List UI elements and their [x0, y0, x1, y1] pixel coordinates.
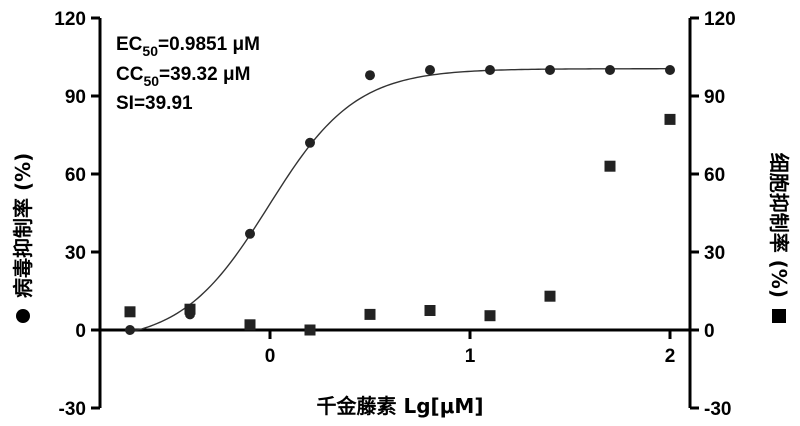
- left-y-tick-label: -30: [59, 399, 86, 420]
- x-tick-label: 1: [465, 346, 476, 367]
- cell-inhibition-point: [664, 113, 676, 125]
- x-tick-label: 0: [265, 346, 276, 367]
- cc50-annotation: CC50=39.32 μM: [116, 64, 250, 89]
- cell-inhibition-point: [124, 306, 136, 318]
- data-points: [124, 65, 676, 336]
- cell-inhibition-point: [244, 319, 256, 331]
- dose-response-fit-curve: [130, 68, 670, 331]
- left-axis-title: 病毒抑制率 (%): [11, 153, 35, 323]
- cell-inhibition-point: [544, 290, 556, 302]
- cell-inhibition-point: [604, 160, 616, 172]
- left-y-tick-label: 90: [65, 87, 86, 108]
- right-y-tick-label: 30: [704, 243, 725, 264]
- ec50-annotation: EC50=0.9851 μM: [116, 34, 260, 59]
- left-y-tick-label: 30: [65, 243, 86, 264]
- left-axis-title-text: 病毒抑制率 (%): [11, 153, 35, 298]
- stats-annotation: EC50=0.9851 μM CC50=39.32 μM SI=39.91: [116, 34, 260, 114]
- virus-inhibition-point: [245, 228, 255, 239]
- x-tick-label: 2: [665, 346, 676, 367]
- si-annotation: SI=39.91: [116, 93, 193, 114]
- virus-inhibition-point: [125, 325, 135, 335]
- virus-inhibition-point: [665, 65, 675, 75]
- virus-inhibition-point: [365, 70, 375, 81]
- x-axis: 0 1 2: [100, 328, 690, 367]
- virus-inhibition-point: [485, 65, 495, 75]
- virus-inhibition-point: [425, 65, 435, 75]
- right-y-tick-label: 120: [704, 9, 736, 30]
- virus-inhibition-point: [305, 137, 315, 148]
- virus-inhibition-point: [545, 65, 555, 75]
- left-y-tick-label: 60: [65, 165, 86, 186]
- cell-inhibition-point: [484, 310, 496, 322]
- cell-inhibition-point: [364, 308, 376, 320]
- right-y-tick-label: 60: [704, 165, 725, 186]
- cell-inhibition-point: [184, 303, 196, 315]
- cell-inhibition-point: [424, 305, 436, 316]
- right-axis-title-text: 细胞抑制率 (%): [767, 153, 791, 298]
- virus-inhibition-point: [605, 65, 615, 75]
- left-y-tick-label: 120: [54, 9, 86, 30]
- square-marker-legend-icon: [772, 309, 786, 323]
- right-axis-title: 细胞抑制率 (%): [767, 153, 791, 323]
- right-y-tick-label: 90: [704, 87, 725, 108]
- left-y-axis: -30 0 30 60 90 120: [54, 9, 102, 420]
- cell-inhibition-point: [304, 324, 316, 336]
- right-y-tick-label: -30: [704, 399, 731, 420]
- left-y-tick-label: 0: [75, 321, 86, 342]
- x-axis-title: 千金藤素 Lg[μM]: [317, 394, 484, 418]
- circle-marker-legend-icon: [16, 309, 30, 323]
- right-y-axis: -30 0 30 60 90 120: [688, 9, 736, 420]
- right-y-tick-label: 0: [704, 321, 715, 342]
